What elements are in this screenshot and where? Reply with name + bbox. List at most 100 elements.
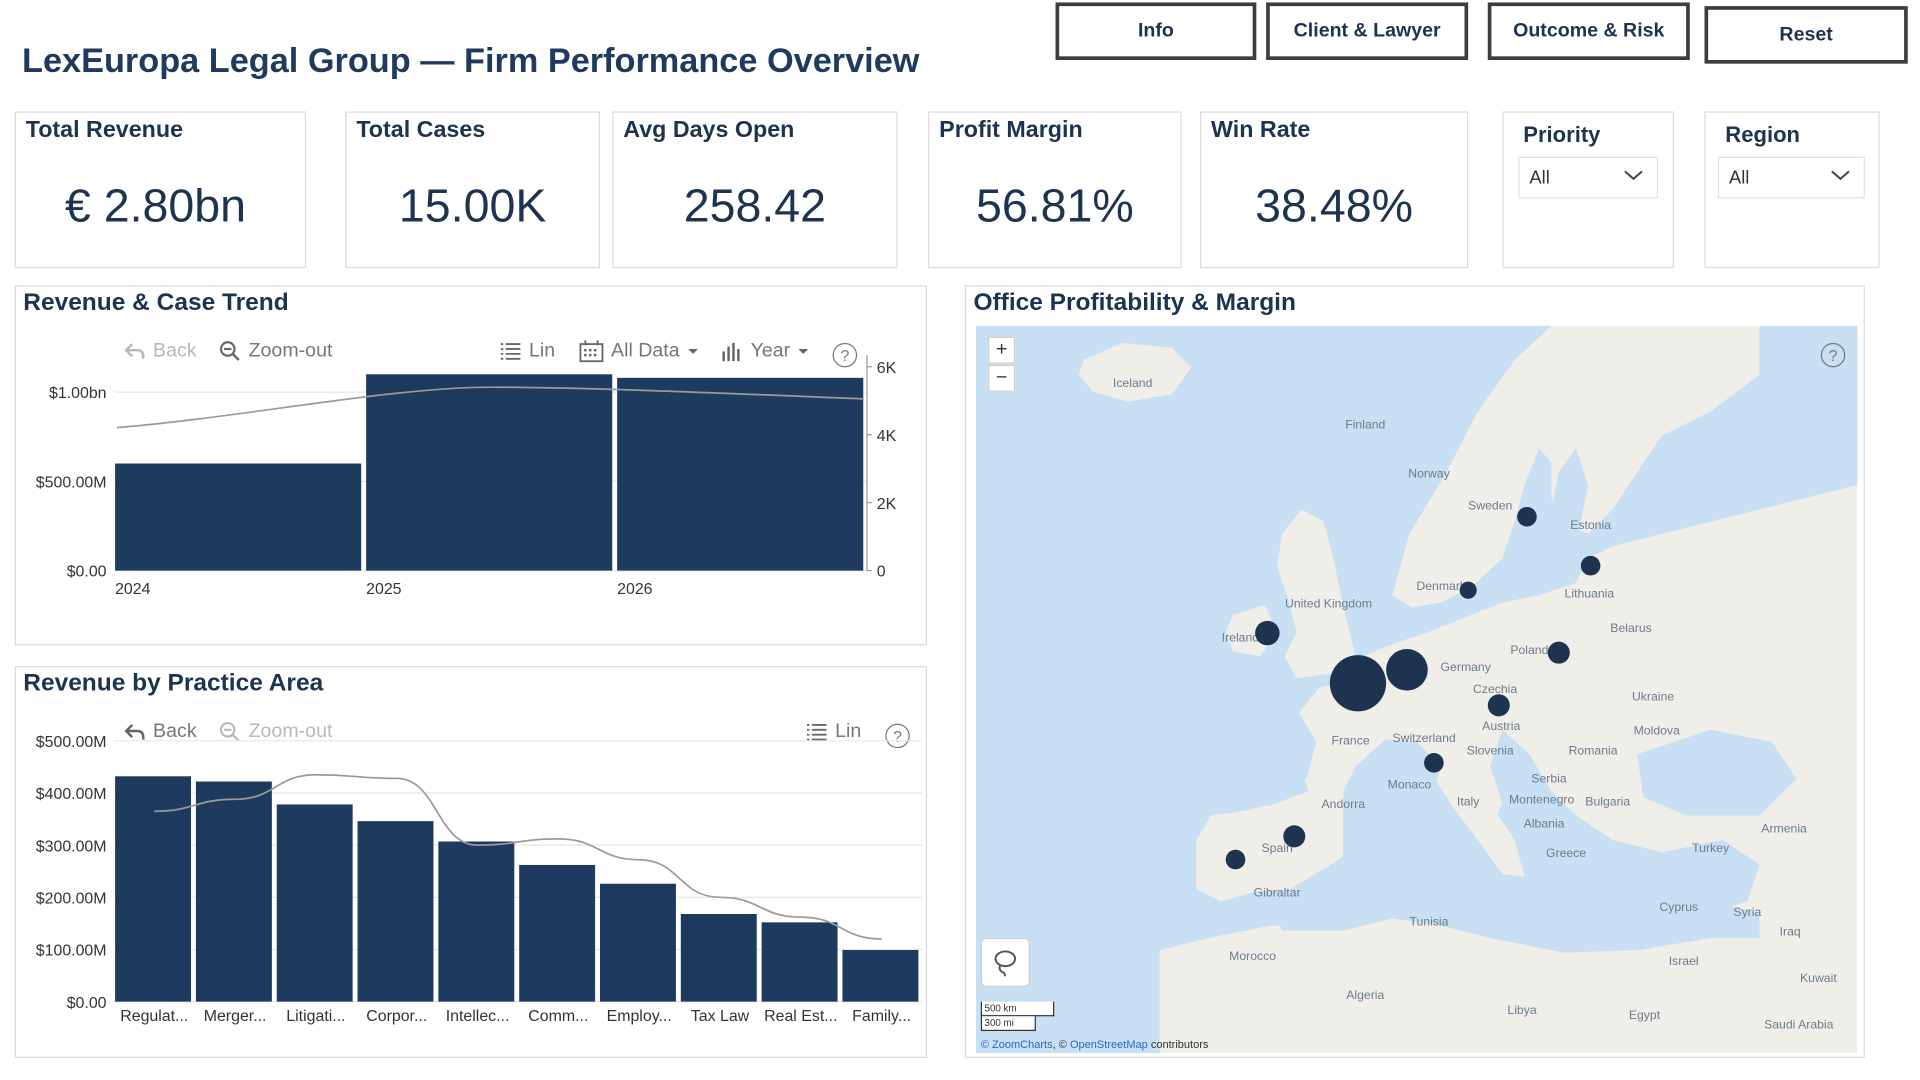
list-icon — [500, 343, 521, 360]
y2-tick-label: 0 — [877, 564, 886, 581]
map-water-baltic — [1526, 448, 1589, 578]
kpi-value: 258.42 — [683, 181, 827, 233]
office-bubble[interactable] — [1255, 620, 1280, 646]
map-country-label: Italy — [1457, 795, 1480, 809]
map-country-label: Serbia — [1531, 771, 1567, 785]
zoomcharts-link[interactable]: © ZoomCharts — [980, 1038, 1053, 1051]
trend-line — [154, 773, 882, 940]
office-bubble[interactable] — [1459, 581, 1477, 599]
map-country-label: France — [1332, 733, 1370, 747]
office-bubble[interactable] — [1487, 694, 1510, 717]
kpi-value: 15.00K — [398, 181, 547, 233]
trend-bar[interactable] — [115, 463, 362, 571]
priority-dropdown[interactable]: All — [1518, 156, 1658, 199]
practice-bar[interactable] — [195, 781, 272, 1002]
map-country-label: Finland — [1345, 418, 1385, 432]
lin-button[interactable]: Lin — [806, 721, 861, 743]
attribution-separator: , © — [1052, 1038, 1070, 1051]
y2-tick-label: 2K — [877, 496, 897, 513]
region-slicer: Region All — [1704, 111, 1880, 269]
kpi-card-avg-days-open: Avg Days Open 258.42 — [612, 111, 898, 269]
office-bubble[interactable] — [1386, 648, 1428, 691]
kpi-label: Total Cases — [356, 117, 486, 144]
practice-bar[interactable] — [842, 949, 919, 1002]
lin-button[interactable]: Lin — [500, 340, 556, 362]
practice-bar[interactable] — [519, 864, 596, 1002]
revenue-case-trend-panel: Revenue & Case Trend Back Zoom-out Lin A… — [14, 285, 927, 646]
map-country-label: Monaco — [1388, 778, 1432, 792]
office-bubble[interactable] — [1547, 641, 1570, 664]
y2-tick-label: 6K — [877, 360, 897, 377]
y-tick-label: $200.00M — [36, 890, 107, 907]
y-tick-label: $500.00M — [36, 734, 107, 751]
help-icon[interactable]: ? — [832, 342, 858, 368]
trend-bar[interactable] — [617, 377, 864, 571]
region-dropdown[interactable]: All — [1717, 156, 1865, 199]
map-country-label: Germany — [1441, 660, 1492, 674]
map-country-label: Armenia — [1761, 822, 1807, 836]
caret-down-icon — [798, 348, 809, 354]
map-zoom-out-button[interactable]: − — [988, 364, 1016, 392]
kpi-value: 56.81% — [975, 181, 1134, 233]
back-button[interactable]: Back — [124, 721, 197, 743]
office-bubble[interactable] — [1283, 825, 1306, 848]
office-bubble[interactable] — [1225, 849, 1246, 870]
caret-down-icon — [688, 348, 698, 354]
list-icon — [806, 723, 827, 741]
practice-bar[interactable] — [115, 776, 192, 1002]
client-lawyer-button[interactable]: Client & Lawyer — [1266, 2, 1469, 61]
map-country-label: Turkey — [1692, 841, 1730, 855]
practice-bar[interactable] — [680, 913, 757, 1002]
kpi-card-total-revenue: Total Revenue € 2.80bn — [14, 111, 307, 269]
practice-bar[interactable] — [276, 804, 353, 1002]
zoom-out-label: Zoom-out — [248, 340, 333, 362]
trend-bar[interactable] — [366, 374, 613, 571]
help-icon[interactable]: ? — [1820, 342, 1846, 368]
map-country-label: Spain — [1261, 841, 1292, 855]
practice-bar[interactable] — [600, 883, 676, 1002]
practice-bar[interactable] — [438, 841, 515, 1002]
map-country-label: Egypt — [1629, 1008, 1661, 1022]
map-area[interactable]: Iceland Finland Norway Sweden Estonia Denmark… — [975, 325, 1858, 1054]
zoom-out-label: Zoom-out — [248, 721, 333, 743]
lasso-button[interactable] — [980, 937, 1030, 987]
map-land-italy — [1436, 766, 1525, 877]
kpi-label: Total Revenue — [25, 117, 184, 144]
year-button[interactable]: Year — [721, 340, 810, 362]
help-icon[interactable]: ? — [885, 723, 910, 749]
map-country-label: Morocco — [1229, 949, 1276, 963]
all-data-button[interactable]: All Data — [579, 340, 699, 363]
zoom-out-button[interactable]: Zoom-out — [219, 340, 332, 362]
reset-button[interactable]: Reset — [1704, 6, 1908, 64]
office-bubble[interactable] — [1329, 655, 1387, 712]
practice-bar[interactable] — [761, 922, 838, 1002]
osm-link[interactable]: OpenStreetMap — [1069, 1038, 1148, 1051]
map-country-label: Czechia — [1473, 682, 1517, 696]
y-tick-label: $0.00 — [67, 995, 107, 1012]
lin-label: Lin — [528, 340, 556, 362]
info-button[interactable]: Info — [1055, 2, 1257, 61]
map-zoom-in-button[interactable]: + — [988, 336, 1016, 364]
x-tick-label: 2026 — [617, 581, 653, 598]
kpi-value: 38.48% — [1255, 181, 1413, 233]
office-bubble[interactable] — [1424, 753, 1444, 773]
map-land-iceland — [1078, 342, 1192, 402]
map-country-label: Austria — [1482, 719, 1520, 733]
back-button[interactable]: Back — [124, 340, 197, 362]
x-tick-label: Corpor... — [366, 1008, 427, 1025]
office-bubble[interactable] — [1517, 506, 1537, 527]
page-title: LexEuropa Legal Group — Firm Performance… — [22, 41, 920, 80]
map-country-label: Slovenia — [1467, 743, 1514, 757]
x-tick-label: 2025 — [366, 581, 402, 598]
map-country-label: Kuwait — [1800, 971, 1837, 985]
map-country-label: Syria — [1733, 905, 1761, 919]
office-bubble[interactable] — [1580, 555, 1601, 576]
lasso-icon — [994, 950, 1017, 977]
outcome-risk-button[interactable]: Outcome & Risk — [1487, 2, 1690, 61]
zoom-out-button[interactable]: Zoom-out — [219, 721, 332, 743]
map-country-label: Montenegro — [1509, 792, 1574, 806]
map-country-label: Bulgaria — [1585, 795, 1630, 809]
practice-bar[interactable] — [357, 821, 434, 1002]
map-country-label: Moldova — [1634, 724, 1680, 738]
map-country-label: Switzerland — [1392, 731, 1455, 745]
